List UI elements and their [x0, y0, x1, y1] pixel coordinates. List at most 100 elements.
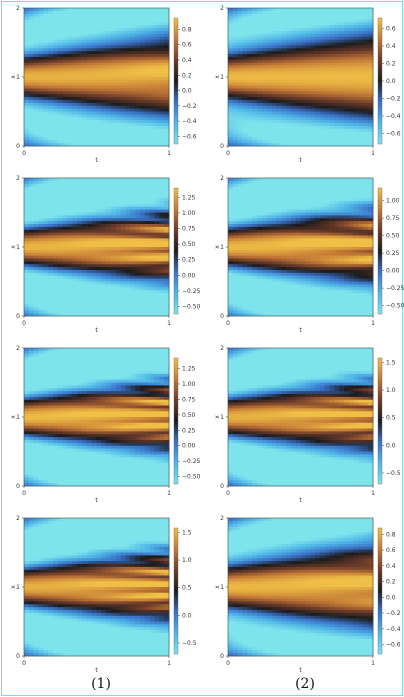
heatmap-cell: [48, 123, 54, 127]
heatmap-cell: [62, 307, 68, 311]
heatmap-cell: [144, 229, 151, 234]
heatmap-cell: [57, 298, 64, 303]
heatmap-cell: [237, 51, 243, 55]
heatmap-cell: [48, 272, 54, 277]
heatmap-cell: [130, 48, 136, 52]
heatmap-cell: [164, 313, 170, 317]
heatmap-cell: [247, 241, 253, 245]
heatmap-cell: [247, 307, 253, 311]
heatmap-cell: [319, 42, 326, 46]
heatmap-cell: [315, 36, 321, 41]
heatmap-cell: [120, 100, 126, 104]
heatmap-cell: [305, 68, 311, 72]
heatmap-cell: [339, 105, 345, 110]
heatmap-cell: [57, 91, 64, 95]
heatmap-cell: [53, 140, 59, 144]
heatmap-cell: [24, 56, 30, 61]
heatmap-cell: [28, 114, 35, 118]
heatmap-cell: [111, 25, 117, 29]
heatmap-cell: [252, 198, 258, 202]
heatmap-cell: [281, 59, 287, 64]
heatmap-cell: [164, 192, 170, 196]
heatmap-cell: [358, 137, 364, 141]
heatmap-cell: [53, 287, 59, 291]
heatmap-cell: [144, 8, 151, 12]
heatmap-cell: [149, 91, 155, 95]
heatmap-cell: [281, 140, 287, 144]
heatmap-cell: [324, 16, 330, 20]
heatmap-cell: [53, 241, 59, 245]
heatmap-cell: [144, 278, 151, 282]
heatmap-cell: [43, 226, 49, 231]
heatmap-cell: [86, 238, 93, 242]
heatmap-cell: [72, 123, 78, 127]
heatmap-cell: [344, 123, 350, 127]
heatmap-cell: [135, 178, 141, 182]
heatmap-cell: [48, 137, 54, 141]
heatmap-cell: [24, 226, 30, 231]
heatmap-cell: [57, 33, 64, 38]
heatmap-cell: [252, 13, 258, 18]
heatmap-cell: [276, 102, 282, 107]
heatmap-cell: [242, 91, 248, 95]
heatmap-cell: [324, 114, 330, 118]
heatmap-cell: [339, 88, 345, 92]
heatmap-cell: [111, 13, 117, 18]
heatmap-cell: [164, 10, 170, 15]
heatmap-cell: [228, 48, 234, 52]
heatmap-cell: [77, 97, 83, 101]
heatmap-cell: [237, 91, 243, 95]
heatmap-cell: [82, 281, 88, 285]
heatmap-cell: [43, 111, 49, 115]
heatmap-cell: [276, 140, 282, 144]
heatmap-cell: [135, 310, 141, 314]
heatmap-cell: [101, 186, 107, 190]
heatmap-cell: [295, 77, 301, 81]
heatmap-cell: [144, 10, 151, 15]
heatmap-cell: [135, 114, 141, 118]
heatmap-cell: [232, 290, 239, 294]
heatmap-cell: [86, 137, 93, 141]
heatmap-cell: [53, 77, 59, 81]
heatmap-cell: [115, 42, 122, 46]
heatmap-cell: [96, 128, 102, 133]
heatmap-cell: [111, 125, 117, 130]
heatmap-cell: [48, 97, 54, 101]
heatmap-cell: [111, 238, 117, 242]
heatmap-cell: [368, 48, 374, 52]
heatmap-cell: [57, 31, 64, 35]
heatmap-cell: [91, 195, 97, 199]
heatmap-cell: [91, 62, 97, 66]
heatmap-cell: [286, 42, 292, 46]
heatmap-cell: [24, 82, 30, 87]
heatmap-cell: [257, 258, 263, 262]
heatmap-cell: [125, 39, 131, 43]
heatmap-cell: [242, 287, 248, 291]
heatmap-cell: [149, 123, 155, 127]
heatmap-cell: [115, 258, 122, 262]
heatmap-cell: [252, 137, 258, 141]
heatmap-cell: [363, 125, 369, 130]
heatmap-cell: [67, 284, 73, 288]
heatmap-cell: [130, 255, 136, 259]
heatmap-cell: [48, 224, 54, 228]
heatmap-cell: [86, 183, 93, 188]
heatmap-cell: [261, 120, 268, 124]
heatmap-cell: [266, 28, 272, 32]
heatmap-cell: [154, 59, 160, 64]
heatmap-cell: [154, 218, 160, 222]
heatmap-cell: [120, 65, 126, 69]
heatmap-cell: [130, 59, 136, 64]
heatmap-cell: [140, 68, 146, 72]
heatmap-cell: [149, 293, 155, 297]
heatmap-cell: [300, 28, 306, 32]
heatmap-cell: [91, 94, 97, 98]
heatmap-cell: [115, 140, 122, 144]
heatmap-cell: [86, 100, 93, 104]
heatmap-cell: [276, 221, 282, 225]
heatmap-cell: [348, 10, 355, 15]
heatmap-cell: [120, 287, 126, 291]
heatmap-cell: [28, 275, 35, 280]
heatmap-cell: [252, 215, 258, 219]
heatmap-cell: [266, 206, 272, 211]
